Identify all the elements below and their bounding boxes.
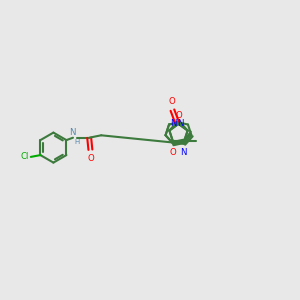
Text: N: N: [180, 148, 187, 157]
Text: O: O: [87, 154, 94, 163]
Text: O: O: [170, 148, 176, 157]
Text: Cl: Cl: [21, 152, 29, 161]
Text: H: H: [74, 139, 80, 145]
Text: O: O: [176, 111, 182, 120]
Text: O: O: [168, 97, 175, 106]
Text: N: N: [170, 119, 177, 128]
Text: N: N: [177, 119, 184, 128]
Text: N: N: [69, 128, 76, 137]
